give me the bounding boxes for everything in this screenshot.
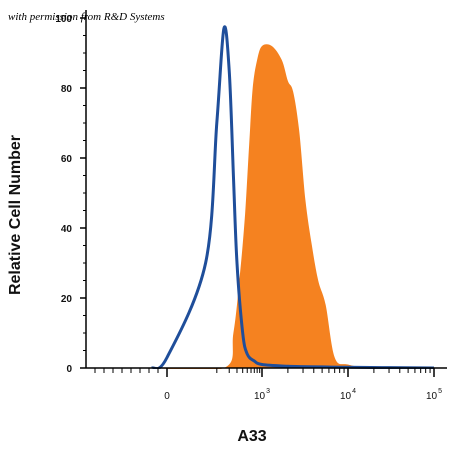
y-tick-label: 40 (61, 224, 73, 235)
y-tick-label: 60 (61, 154, 73, 165)
x-tick-label: 104 (340, 388, 356, 402)
x-tick-label: 103 (254, 388, 270, 402)
y-tick-label: 20 (61, 294, 73, 305)
stained-histogram (152, 44, 434, 369)
control-histogram-line (151, 25, 435, 369)
y-tick-label: 80 (61, 84, 73, 95)
y-tick-label: 0 (66, 364, 72, 375)
x-tick-label: 0 (164, 391, 170, 402)
y-axis-title: Relative Cell Number (7, 135, 24, 295)
y-tick-label: 100 (55, 14, 72, 25)
x-axis-title: A33 (237, 428, 266, 445)
plot-area: 0 20 40 60 80 100 0 103 104 105 (55, 10, 447, 402)
x-tick-label: 105 (426, 388, 442, 402)
